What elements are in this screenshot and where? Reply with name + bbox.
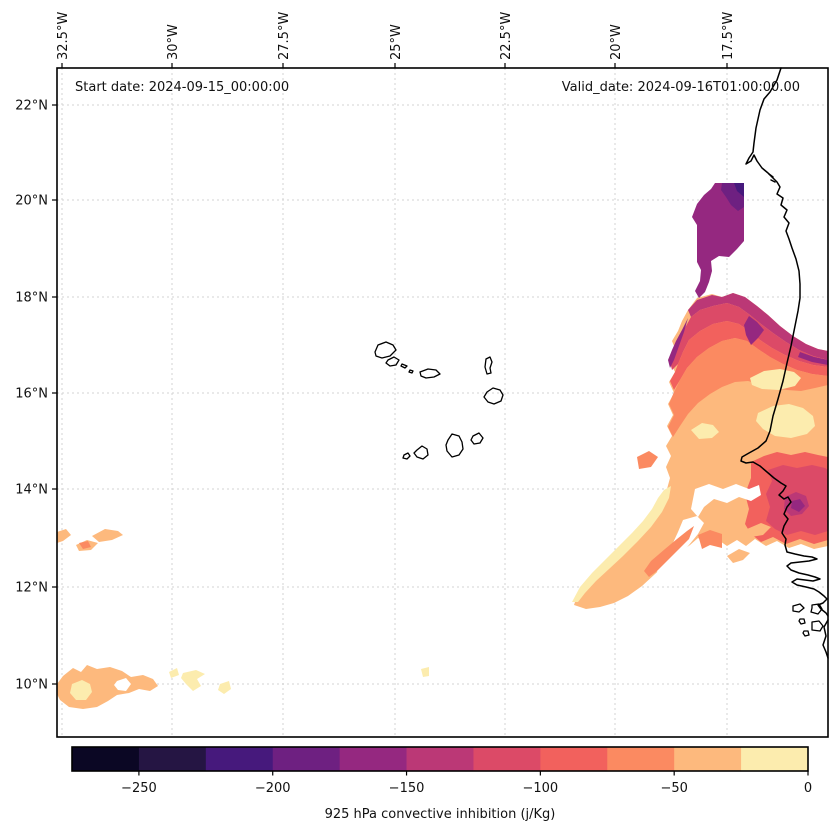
contour-region — [637, 451, 658, 469]
lon-tick-label: 17.5°W — [721, 12, 736, 60]
coastlines — [374, 67, 829, 659]
colorbar-label: 925 hPa convective inhibition (j/Kg) — [325, 807, 556, 822]
contour-region — [572, 486, 671, 602]
colorbar-segment — [205, 747, 274, 771]
contour-region — [218, 681, 231, 694]
contour-region — [70, 680, 92, 700]
colorbar-tick-label: −100 — [523, 781, 559, 796]
contour-region — [421, 667, 429, 677]
lat-tick-label: 22°N — [15, 99, 48, 114]
contour-region — [181, 670, 205, 691]
colorbar-segment — [674, 747, 742, 771]
contour-region — [791, 499, 805, 512]
contour-region — [688, 293, 828, 360]
plot-border — [56, 67, 829, 738]
colorbar-tick-label: −200 — [255, 781, 291, 796]
colorbar: −250 −200 −150 −100 −50 0 — [71, 746, 812, 796]
contour-region — [744, 316, 764, 345]
colorbar-segment — [138, 747, 207, 771]
colorbar-segment — [607, 747, 675, 771]
lon-tick-label: 20°W — [609, 24, 624, 60]
contour-region — [750, 369, 801, 390]
colorbar-segment — [473, 747, 541, 771]
lon-tick-label: 22.5°W — [499, 12, 514, 60]
contour-region — [798, 352, 828, 365]
lat-tick-label: 12°N — [15, 581, 48, 596]
lon-tick-label: 32.5°W — [56, 12, 71, 60]
graticule — [57, 68, 828, 737]
valid-date-annotation: Valid_date: 2024-09-16T01:00:00.00 — [562, 80, 800, 95]
coastline-africa — [740, 67, 829, 617]
contour-region — [670, 321, 828, 390]
contour-region — [668, 338, 828, 437]
lat-tick-label: 18°N — [15, 291, 48, 306]
axis-ticks: 32.5°W 30°W 27.5°W 25°W 22.5°W 20°W 17.5°W 22°N… — [15, 12, 736, 693]
contour-gap — [114, 678, 131, 691]
contour-region — [644, 526, 694, 577]
contour-region — [747, 523, 771, 537]
contour-field — [57, 183, 828, 709]
lon-tick-label: 27.5°W — [277, 12, 292, 60]
colorbar-tick-label: −50 — [660, 781, 687, 796]
contour-region — [79, 541, 91, 549]
contour-region — [92, 529, 123, 542]
start-date-annotation: Start date: 2024-09-15_00:00:00 — [75, 80, 289, 95]
colorbar-tick-label: −150 — [389, 781, 425, 796]
cape-verde-islands — [374, 341, 504, 460]
bijagos-islands — [792, 603, 824, 637]
colorbar-segment — [339, 747, 407, 771]
colorbar-tick-label: 0 — [804, 781, 812, 796]
colorbar-border — [71, 746, 809, 772]
lon-tick-label: 30°W — [166, 24, 181, 60]
annotations: Start date: 2024-09-15_00:00:00 Valid_da… — [75, 80, 800, 95]
colorbar-segment — [72, 747, 140, 771]
contour-gap — [691, 484, 761, 517]
coastline-africa-south — [822, 619, 829, 659]
contour-region — [734, 183, 744, 197]
colorbar-segment — [540, 747, 608, 771]
islets-banc-arguin — [768, 173, 776, 183]
lat-tick-label: 20°N — [15, 194, 48, 209]
contour-region — [668, 318, 688, 368]
contour-region — [670, 303, 828, 370]
contour-region — [692, 183, 744, 298]
lat-tick-label: 16°N — [15, 387, 48, 402]
lat-tick-label: 10°N — [15, 678, 48, 693]
lon-tick-label: 25°W — [389, 24, 404, 60]
contour-region — [727, 549, 750, 563]
contour-region — [57, 529, 71, 543]
lat-tick-label: 14°N — [15, 483, 48, 498]
contour-region — [698, 530, 722, 549]
colorbar-tick-label: −250 — [121, 781, 157, 796]
contour-region — [169, 668, 179, 678]
contour-region — [691, 423, 719, 439]
colorbar-segment — [272, 747, 341, 771]
colorbar-segment — [741, 747, 809, 771]
colorbar-segment — [406, 747, 474, 771]
